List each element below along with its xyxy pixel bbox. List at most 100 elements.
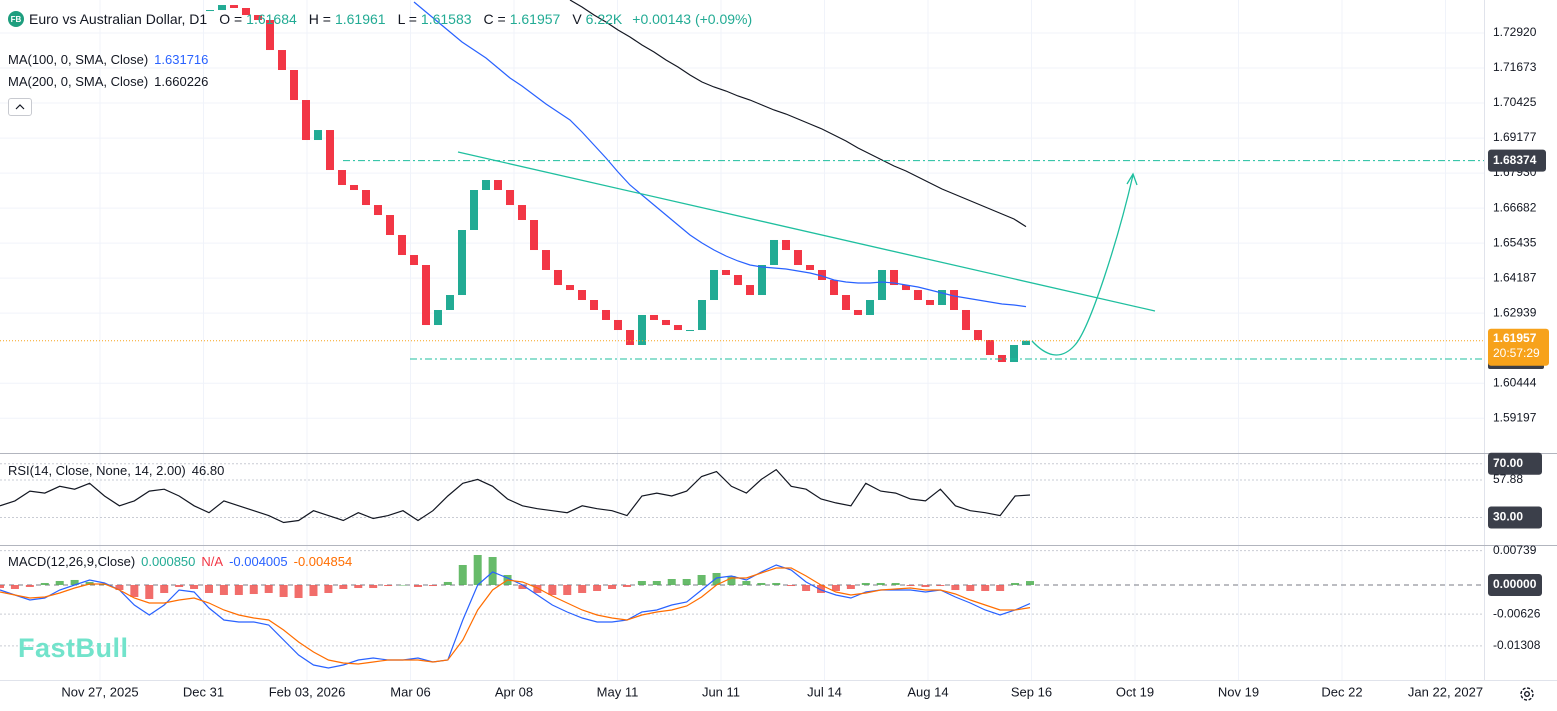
trend-line xyxy=(457,151,1156,312)
histogram-bar xyxy=(906,584,915,587)
candle xyxy=(614,319,622,331)
candle xyxy=(326,130,334,171)
histogram-bar xyxy=(175,584,184,587)
candle xyxy=(398,234,406,256)
histogram-bar xyxy=(593,584,602,591)
ohlc-value: 1.61957 xyxy=(509,11,561,27)
x-tick-label: May 11 xyxy=(597,684,639,699)
candle xyxy=(854,309,862,315)
candle xyxy=(758,265,766,296)
histogram-bar xyxy=(563,584,572,595)
ma200-legend: MA(200, 0, SMA, Close) 1.660226 xyxy=(8,74,208,89)
legend-value: 1.631716 xyxy=(154,52,209,67)
histogram-bar xyxy=(40,582,49,585)
macd-pane xyxy=(0,554,1034,669)
histogram-bar xyxy=(70,579,79,585)
histogram-bar xyxy=(891,582,900,585)
x-tick-label: Dec 22 xyxy=(1321,684,1362,699)
candle xyxy=(686,330,694,332)
candle xyxy=(506,190,514,206)
macd-legend: MACD(12,26,9,Close) 0.000850 N/A -0.0040… xyxy=(8,554,352,569)
y-tick-label: 1.62939 xyxy=(1493,305,1537,319)
candle xyxy=(806,265,814,270)
histogram-bar xyxy=(861,582,870,585)
y-tick-label: 1.60444 xyxy=(1493,375,1537,389)
histogram-bar xyxy=(846,584,855,589)
histogram-bar xyxy=(264,584,273,593)
ohlc-key: H = xyxy=(308,11,331,27)
histogram-bar xyxy=(443,581,452,585)
histogram-bar xyxy=(533,584,542,593)
candle xyxy=(710,269,718,301)
tick-label-box xyxy=(1488,506,1542,529)
y-tick-label: 0.00000 xyxy=(1493,577,1537,591)
ohlc-value: 6.22K xyxy=(585,11,623,27)
histogram-bar xyxy=(384,584,393,587)
candle xyxy=(890,269,898,286)
candle xyxy=(566,285,574,291)
histogram-bar xyxy=(742,580,751,585)
histogram-bar xyxy=(55,580,64,585)
legend-name: RSI(14, Close, None, 14, 2.00) xyxy=(8,463,186,478)
histogram-bar xyxy=(787,584,796,587)
candle xyxy=(422,265,430,326)
histogram-bar xyxy=(294,584,303,599)
y-tick-label: 1.70425 xyxy=(1493,95,1537,109)
last-price-label: 1.61957 xyxy=(1493,331,1537,345)
arrow-head xyxy=(1126,172,1138,186)
histogram-bar xyxy=(652,580,661,585)
histogram-bar xyxy=(399,584,408,586)
histogram-bar xyxy=(1026,581,1034,585)
candle xyxy=(974,330,982,341)
histogram-bar xyxy=(757,582,766,585)
histogram-bar xyxy=(249,584,258,595)
candle xyxy=(470,190,478,230)
y-tick-label: 1.66682 xyxy=(1493,200,1537,214)
y-tick-label: 1.69177 xyxy=(1493,130,1537,144)
y-tick-label: 1.71673 xyxy=(1493,60,1537,74)
histogram-bar xyxy=(25,584,34,587)
ohlc-value: 1.61684 xyxy=(246,11,297,27)
candle xyxy=(302,100,310,141)
ohlc-key: O = xyxy=(219,11,243,27)
histogram-bar xyxy=(876,582,885,585)
histogram-bar xyxy=(204,584,213,593)
legend-value: -0.004854 xyxy=(293,554,353,569)
ma100-legend: MA(100, 0, SMA, Close) 1.631716 xyxy=(8,52,208,67)
ohlc-key: V xyxy=(572,11,582,27)
legend-value: 1.660226 xyxy=(154,74,209,89)
histogram-bar xyxy=(712,572,721,585)
candle xyxy=(362,190,370,206)
histogram-bar xyxy=(817,584,826,593)
candle xyxy=(770,239,778,266)
chevron xyxy=(15,104,25,110)
candle xyxy=(782,239,790,251)
histogram-bar xyxy=(578,584,587,593)
histogram-bar xyxy=(996,584,1005,591)
histogram-bar xyxy=(413,584,422,587)
settings-icon[interactable] xyxy=(1520,687,1534,701)
legend-value: 0.000850 xyxy=(141,554,196,569)
y-tick-label: 0.00739 xyxy=(1493,543,1537,557)
candle xyxy=(794,250,802,266)
candle xyxy=(266,20,274,51)
y-tick-label: 1.59197 xyxy=(1493,410,1537,424)
candle xyxy=(602,309,610,320)
histogram-bar xyxy=(10,584,19,589)
collapse-button[interactable] xyxy=(8,98,32,116)
candle xyxy=(938,290,946,306)
price-change: +0.00143 (+0.09%) xyxy=(632,11,753,27)
x-tick-label: Oct 19 xyxy=(1116,684,1154,699)
y-tick-label: 57.88 xyxy=(1493,472,1523,486)
histogram-bar xyxy=(921,584,930,587)
resistance-label-box xyxy=(1488,149,1546,172)
legend-name: MACD(12,26,9,Close) xyxy=(8,554,136,569)
candle xyxy=(530,220,538,251)
x-tick-label: Mar 06 xyxy=(390,684,430,699)
candle xyxy=(338,170,346,186)
candle xyxy=(902,285,910,291)
candle xyxy=(218,5,226,11)
histogram-bar xyxy=(966,584,975,591)
grid xyxy=(0,0,1484,680)
